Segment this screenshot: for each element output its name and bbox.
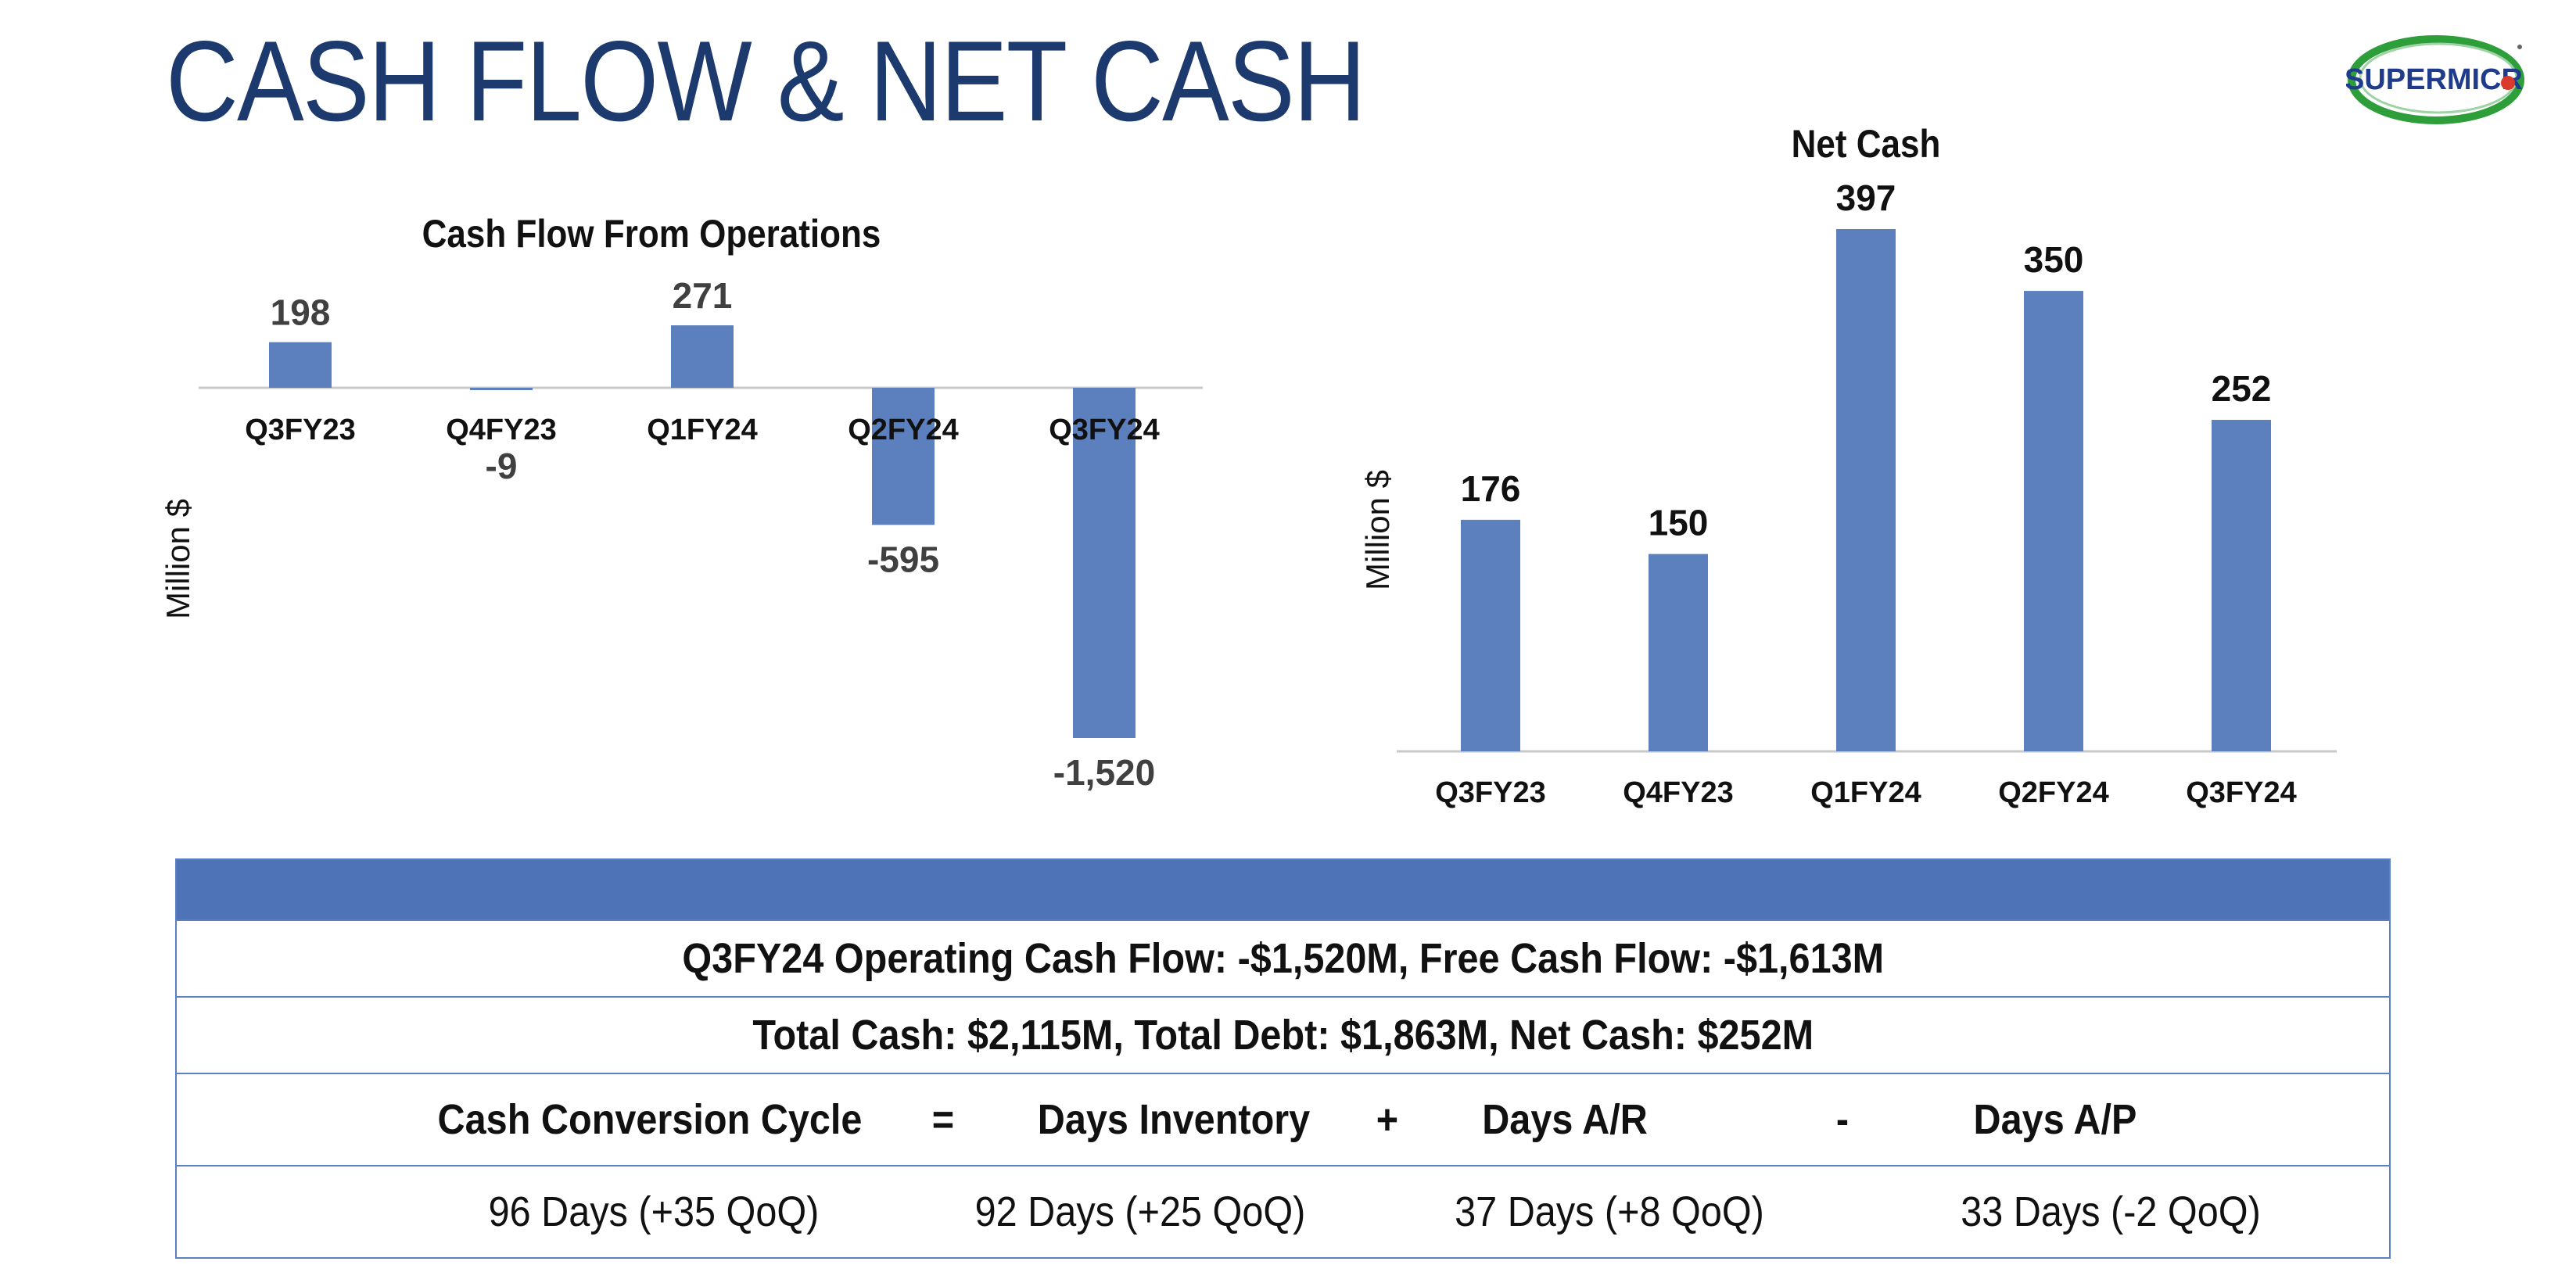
ccc-value: 96 Days (+35 QoQ) bbox=[488, 1188, 820, 1235]
netcash-chart-title: Net Cash bbox=[1791, 122, 1941, 166]
cfo-bar-q2fy24 bbox=[872, 388, 935, 525]
netcash-bar-q4fy23 bbox=[1649, 554, 1708, 751]
cfo-bar-q3fy24 bbox=[1073, 388, 1136, 738]
cfo-data-label: -595 bbox=[867, 539, 939, 579]
days-ar-value: 37 Days (+8 QoQ) bbox=[1455, 1188, 1764, 1235]
ccc-label: Cash Conversion Cycle bbox=[437, 1096, 863, 1143]
operating-cash-flow-text: Q3FY24 Operating Cash Flow: -$1,520M, Fr… bbox=[682, 935, 1884, 982]
ccc-equals: = bbox=[931, 1096, 955, 1143]
cfo-bar-q4fy23 bbox=[470, 388, 533, 390]
days-ar-label: Days A/R bbox=[1482, 1096, 1648, 1143]
cfo-data-label: -1,520 bbox=[1053, 752, 1155, 793]
cfo-data-label: 198 bbox=[271, 292, 331, 333]
netcash-data-label: 350 bbox=[2024, 239, 2084, 280]
cfo-category-label: Q3FY23 bbox=[245, 414, 356, 446]
netcash-bar-q3fy24 bbox=[2212, 419, 2271, 751]
netcash-category-label: Q1FY24 bbox=[1810, 776, 1921, 809]
cfo-bar-q3fy23 bbox=[269, 342, 332, 388]
ccc-minus: - bbox=[1835, 1096, 1849, 1143]
cfo-category-label: Q1FY24 bbox=[647, 414, 758, 446]
cfo-data-label: -9 bbox=[486, 446, 518, 486]
netcash-category-label: Q4FY23 bbox=[1623, 776, 1734, 809]
netcash-bar-q1fy24 bbox=[1836, 229, 1896, 751]
netcash-bar-q3fy23 bbox=[1461, 519, 1520, 751]
days-inventory-label: Days Inventory bbox=[1037, 1096, 1311, 1143]
netcash-data-label: 176 bbox=[1461, 468, 1521, 509]
cfo-category-label: Q2FY24 bbox=[848, 414, 959, 446]
netcash-data-label: 397 bbox=[1836, 177, 1896, 218]
cfo-category-label: Q3FY24 bbox=[1049, 414, 1160, 446]
netcash-category-label: Q2FY24 bbox=[1998, 776, 2109, 809]
days-ap-label: Days A/P bbox=[1973, 1096, 2137, 1143]
page-title: CASH FLOW & NET CASH bbox=[166, 17, 1366, 145]
netcash-data-label: 150 bbox=[1649, 503, 1709, 543]
cfo-data-label: 271 bbox=[673, 275, 733, 316]
netcash-bar-q2fy24 bbox=[2024, 291, 2083, 751]
table-header-band bbox=[177, 860, 2389, 919]
ccc-plus: + bbox=[1376, 1096, 1399, 1143]
netcash-category-label: Q3FY23 bbox=[1435, 776, 1546, 809]
cfo-chart-title: Cash Flow From Operations bbox=[422, 212, 881, 256]
table-row-ccc-values: 96 Days (+35 QoQ) 92 Days (+25 QoQ) 37 D… bbox=[177, 1165, 2389, 1257]
table-row-total-cash: Total Cash: $2,115M, Total Debt: $1,863M… bbox=[177, 996, 2389, 1073]
days-ap-value: 33 Days (-2 QoQ) bbox=[1961, 1188, 2261, 1235]
netcash-data-label: 252 bbox=[2212, 368, 2272, 409]
table-row-ccc-header: Cash Conversion Cycle = Days Inventory +… bbox=[177, 1073, 2389, 1165]
cfo-category-label: Q4FY23 bbox=[446, 414, 557, 446]
total-cash-text: Total Cash: $2,115M, Total Debt: $1,863M… bbox=[752, 1012, 1814, 1059]
days-inventory-value: 92 Days (+25 QoQ) bbox=[974, 1188, 1306, 1235]
supermicro-logo: SUPERMICR bbox=[2346, 35, 2524, 124]
table-row-operating-cash-flow: Q3FY24 Operating Cash Flow: -$1,520M, Fr… bbox=[177, 919, 2389, 996]
svg-text:SUPERMICR: SUPERMICR bbox=[2346, 63, 2523, 96]
summary-table: Q3FY24 Operating Cash Flow: -$1,520M, Fr… bbox=[175, 858, 2391, 1259]
netcash-category-label: Q3FY24 bbox=[2186, 776, 2297, 809]
cfo-bar-q1fy24 bbox=[671, 325, 734, 388]
